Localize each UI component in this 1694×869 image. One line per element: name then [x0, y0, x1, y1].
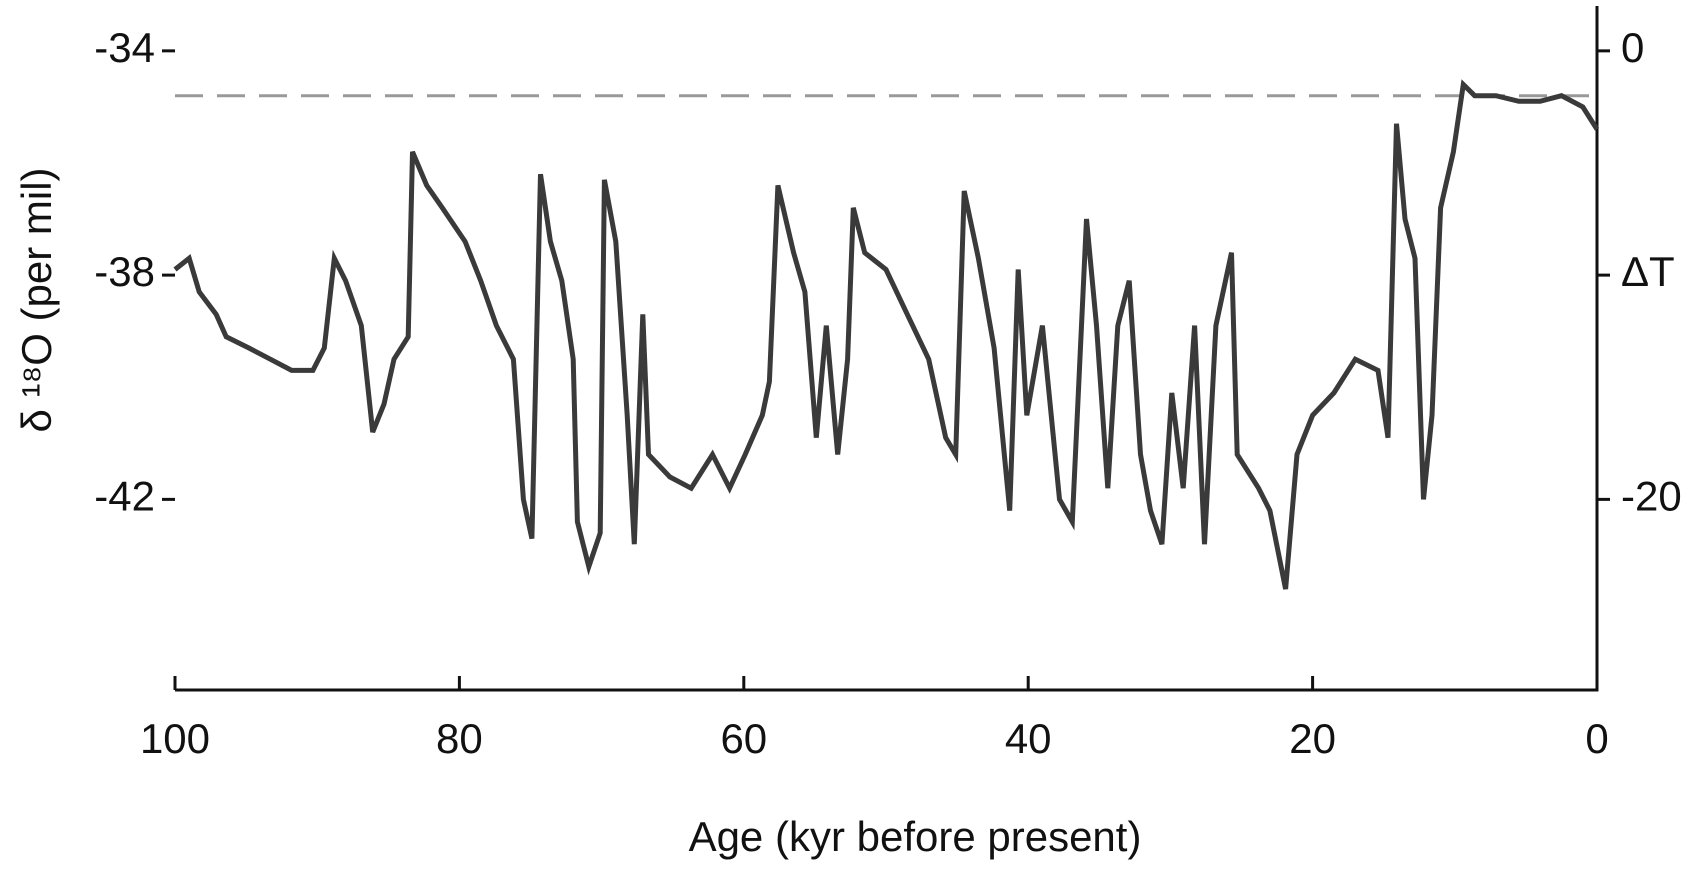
y-axis-label: δ ¹⁸O (per mil) [13, 167, 60, 432]
x-tick-label: 100 [140, 715, 210, 762]
x-tick-label: 60 [720, 715, 767, 762]
y2-tick-label: 0 [1621, 24, 1644, 71]
x-tick-label: 0 [1585, 715, 1608, 762]
x-tick-label: 20 [1289, 715, 1336, 762]
y-tick-label: -34 [94, 24, 155, 71]
x-tick-label: 40 [1005, 715, 1052, 762]
data-line [173, 79, 1600, 590]
y2-tick-label: ΔT [1621, 248, 1675, 295]
y2-tick-label: -20 [1621, 472, 1682, 519]
x-tick-label: 80 [436, 715, 483, 762]
y-tick-label: -42 [94, 472, 155, 519]
y-tick-label: -38 [94, 248, 155, 295]
x-axis-label: Age (kyr before present) [689, 813, 1142, 860]
